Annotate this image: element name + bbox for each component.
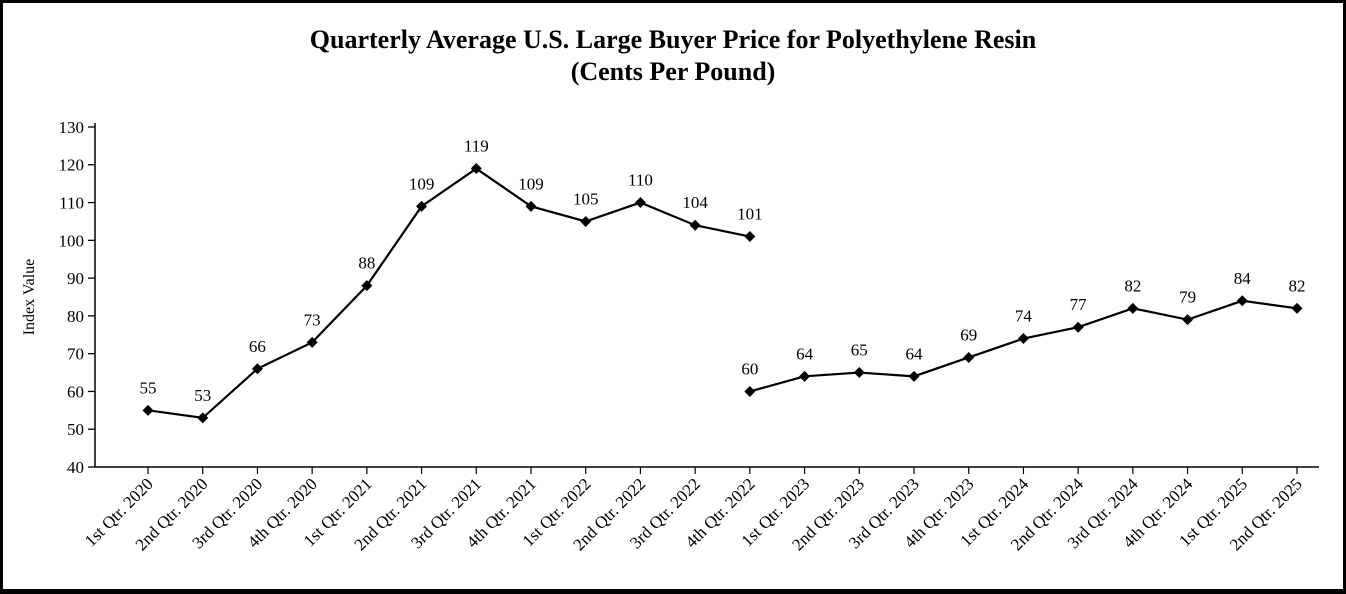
y-tick-label: 70 — [67, 345, 84, 364]
data-point-marker — [963, 351, 975, 363]
series-line-1 — [147, 167, 751, 420]
data-point-label: 82 — [1289, 276, 1306, 295]
data-point-label: 88 — [358, 254, 375, 273]
data-point-label: 55 — [140, 378, 157, 397]
data-point-marker — [799, 370, 811, 382]
data-point-marker — [744, 385, 756, 397]
data-point-label: 53 — [194, 386, 211, 405]
y-tick-label: 60 — [67, 382, 84, 401]
y-tick-label: 130 — [59, 118, 85, 137]
y-axis-title: Index Value — [21, 259, 38, 336]
data-point-marker — [634, 197, 646, 209]
data-point-label: 64 — [796, 344, 814, 363]
data-point-marker — [251, 363, 263, 375]
y-tick-label: 100 — [59, 231, 85, 250]
data-point-label: 64 — [906, 344, 924, 363]
data-point-label: 110 — [628, 171, 653, 190]
y-tick-label: 90 — [67, 269, 84, 288]
y-tick-label: 80 — [67, 307, 84, 326]
data-point-label: 82 — [1124, 276, 1141, 295]
data-point-label: 65 — [851, 341, 868, 360]
data-point-label: 109 — [518, 174, 544, 193]
data-point-marker — [306, 336, 318, 348]
data-point-marker — [416, 200, 428, 212]
data-point-marker — [142, 404, 154, 416]
data-point-marker — [361, 280, 373, 292]
data-point-marker — [197, 412, 209, 424]
data-point-marker — [470, 163, 482, 175]
data-point-label: 69 — [960, 325, 977, 344]
data-point-label: 105 — [573, 189, 599, 208]
line-chart: Quarterly Average U.S. Large Buyer Price… — [21, 25, 1319, 554]
chart-title-line1: Quarterly Average U.S. Large Buyer Price… — [310, 25, 1037, 54]
data-point-label: 84 — [1234, 269, 1252, 288]
data-point-label: 66 — [249, 337, 266, 356]
y-tick-label: 120 — [59, 156, 85, 175]
data-point-label: 60 — [741, 359, 758, 378]
data-point-label: 77 — [1070, 295, 1088, 314]
data-point-label: 109 — [409, 174, 435, 193]
data-point-label: 104 — [682, 193, 708, 212]
data-point-marker — [1017, 333, 1029, 345]
data-point-marker — [908, 370, 920, 382]
data-point-marker — [1072, 321, 1084, 333]
data-point-marker — [1236, 295, 1248, 307]
data-point-label: 119 — [464, 137, 489, 156]
data-point-marker — [853, 367, 865, 379]
data-point-label: 101 — [737, 205, 763, 224]
data-point-marker — [689, 219, 701, 231]
data-point-marker — [525, 200, 537, 212]
data-point-label: 73 — [304, 310, 321, 329]
data-point-marker — [580, 215, 592, 227]
chart-title-line2: (Cents Per Pound) — [571, 57, 776, 86]
y-tick-label: 40 — [67, 458, 84, 477]
data-point-marker — [744, 231, 756, 243]
y-tick-label: 110 — [59, 194, 84, 213]
data-point-marker — [1182, 314, 1194, 326]
y-tick-label: 50 — [67, 420, 84, 439]
data-point-marker — [1291, 302, 1303, 314]
data-point-label: 79 — [1179, 288, 1196, 307]
data-point-label: 74 — [1015, 307, 1033, 326]
data-point-marker — [1127, 302, 1139, 314]
